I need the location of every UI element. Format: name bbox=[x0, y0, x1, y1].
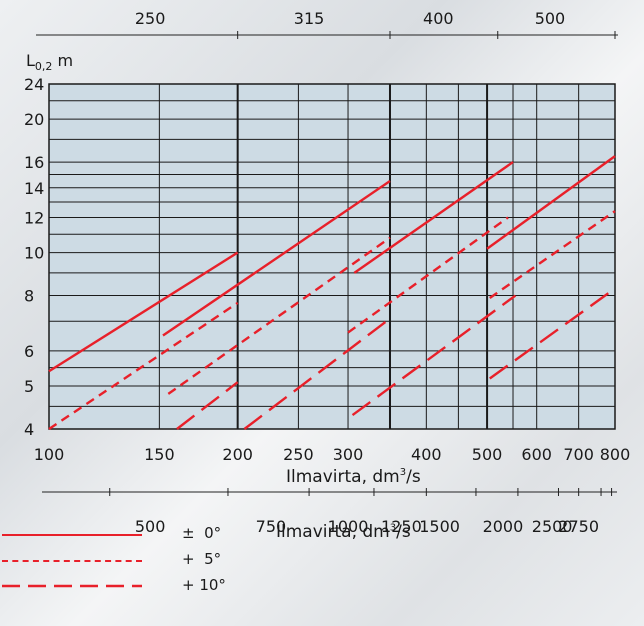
x-tick-label: 200 bbox=[222, 445, 253, 464]
bottom-axis-label: 1250 bbox=[381, 517, 422, 536]
x-tick-label: 500 bbox=[472, 445, 503, 464]
y-label-unit: m bbox=[52, 51, 73, 70]
legend-label: ± 0° bbox=[182, 524, 222, 542]
y-tick-label: 12 bbox=[24, 208, 44, 227]
top-axis-label: 315 bbox=[294, 9, 325, 28]
bottom-axis-label: Ilmavirta, dm3/s bbox=[276, 522, 411, 542]
x-tick-label: 400 bbox=[411, 445, 442, 464]
legend-item-1: + 5° bbox=[0, 550, 240, 572]
plot-border bbox=[48, 83, 616, 430]
x-tick-labels: 100 150 200 250 300 400 500 600 700 800 bbox=[34, 445, 631, 464]
x-tick-label: 150 bbox=[144, 445, 175, 464]
series-line bbox=[351, 294, 517, 417]
y-tick-label: 5 bbox=[24, 377, 34, 396]
y-tick-label: 8 bbox=[24, 287, 34, 306]
y-tick-label: 14 bbox=[24, 179, 44, 198]
series-line bbox=[176, 381, 239, 430]
x-tick-label: 600 bbox=[521, 445, 552, 464]
bottom-axis-label: 500 bbox=[135, 517, 166, 536]
bottom-axis-label: 2500 bbox=[532, 517, 573, 536]
y-tick-label: 24 bbox=[24, 75, 44, 94]
series-line bbox=[489, 287, 616, 380]
top-axis-label: 400 bbox=[423, 9, 454, 28]
top-axis-label: 500 bbox=[535, 9, 566, 28]
series-0 bbox=[48, 155, 616, 373]
legend-swatch-dashed bbox=[2, 560, 142, 562]
series-line bbox=[353, 161, 514, 274]
series-line bbox=[162, 180, 391, 337]
x-tick-label: 700 bbox=[563, 445, 594, 464]
series-2 bbox=[176, 287, 616, 430]
series-line bbox=[347, 216, 509, 334]
legend: ± 0° + 5° + 10° bbox=[0, 518, 260, 626]
series-line bbox=[167, 236, 391, 395]
y-tick-label: 20 bbox=[24, 110, 44, 129]
bottom-axis-label: 750 bbox=[256, 517, 287, 536]
legend-label: + 10° bbox=[182, 576, 226, 594]
series-line bbox=[48, 251, 239, 373]
y-tick-label: 16 bbox=[24, 153, 44, 172]
bottom-axis-label: 1000 bbox=[328, 517, 369, 536]
top-axis: 250 315 400 500 bbox=[36, 9, 618, 39]
legend-swatch-solid bbox=[2, 534, 142, 536]
series-1 bbox=[48, 210, 616, 430]
x-tick-label: 800 bbox=[600, 445, 631, 464]
legend-item-0: ± 0° bbox=[0, 524, 240, 546]
top-axis-label: 250 bbox=[135, 9, 166, 28]
x-axis-label: Ilmavirta, dm3/s bbox=[286, 467, 421, 487]
series-group bbox=[48, 155, 616, 430]
y-axis-label: L0,2 m bbox=[26, 51, 73, 73]
series-line bbox=[486, 155, 616, 250]
x-label-sup: 3 bbox=[400, 467, 406, 478]
y-tick-label: 6 bbox=[24, 342, 34, 361]
y-tick-labels: 4 5 6 8 10 12 14 16 20 24 bbox=[24, 75, 44, 439]
legend-item-2: + 10° bbox=[0, 576, 240, 598]
bottom-axis-label: 2750 bbox=[558, 517, 599, 536]
y-tick-label: 10 bbox=[24, 244, 44, 263]
y-tick-label: 4 bbox=[24, 420, 34, 439]
legend-swatch-longdash bbox=[2, 584, 142, 588]
plot-area bbox=[49, 84, 615, 429]
y-label-sub: 0,2 bbox=[35, 60, 53, 73]
bottom-axis-label: 1500 bbox=[419, 517, 460, 536]
x-label-tail: /s bbox=[406, 467, 421, 487]
bottom-axis-label: 2000 bbox=[483, 517, 524, 536]
y-label-main: L bbox=[26, 51, 35, 70]
legend-label: + 5° bbox=[182, 550, 222, 568]
x-tick-label: 300 bbox=[333, 445, 364, 464]
x-tick-label: 250 bbox=[283, 445, 314, 464]
x-label-main: Ilmavirta, dm bbox=[286, 467, 400, 487]
series-line bbox=[489, 210, 616, 299]
x-tick-label: 100 bbox=[34, 445, 65, 464]
series-line bbox=[48, 301, 239, 430]
grid bbox=[48, 83, 616, 430]
